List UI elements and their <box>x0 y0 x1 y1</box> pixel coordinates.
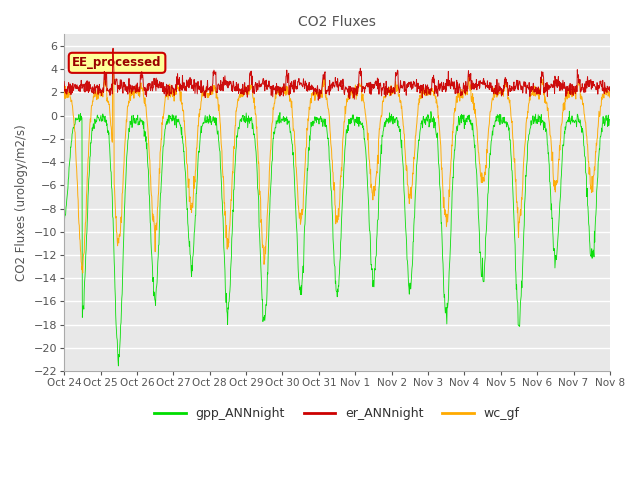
Text: EE_processed: EE_processed <box>72 56 162 69</box>
Y-axis label: CO2 Fluxes (urology/m2/s): CO2 Fluxes (urology/m2/s) <box>15 124 28 281</box>
Title: CO2 Fluxes: CO2 Fluxes <box>298 15 376 29</box>
Legend: gpp_ANNnight, er_ANNnight, wc_gf: gpp_ANNnight, er_ANNnight, wc_gf <box>150 403 525 425</box>
